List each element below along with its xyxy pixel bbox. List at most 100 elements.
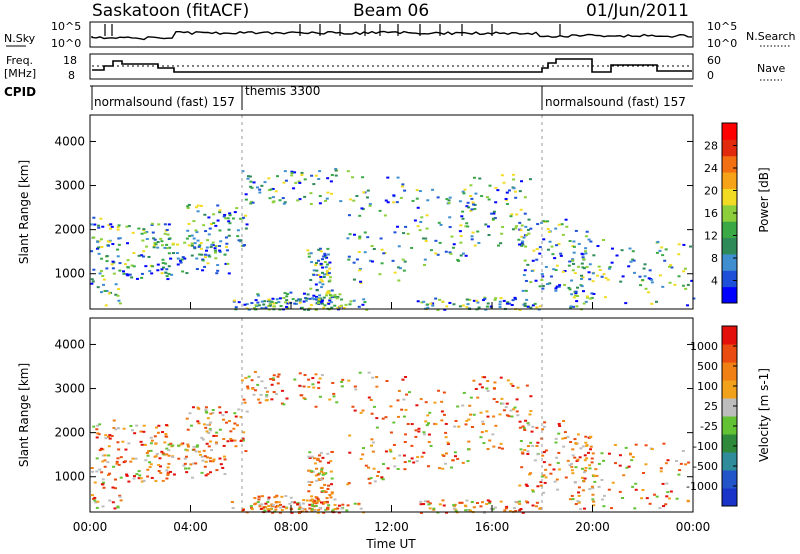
- scatter-cell: [512, 187, 516, 190]
- scatter-cell: [214, 249, 218, 252]
- scatter-cell: [519, 229, 523, 232]
- scatter-cell: [275, 495, 279, 498]
- scatter-cell: [571, 454, 575, 457]
- scatter-cell: [452, 243, 456, 246]
- scatter-cell: [306, 293, 310, 296]
- scatter-cell: [154, 455, 158, 458]
- scatter-cell: [630, 459, 634, 462]
- scatter-cell: [451, 246, 455, 249]
- scatter-cell: [540, 279, 544, 282]
- scatter-cell: [352, 299, 356, 302]
- scatter-cell: [334, 174, 338, 177]
- scatter-cell: [415, 197, 419, 200]
- scatter-cell: [272, 305, 276, 308]
- scatter-cell: [116, 294, 120, 297]
- scatter-cell: [264, 502, 268, 505]
- scatter-cell: [166, 471, 170, 474]
- scatter-cell: [467, 440, 471, 443]
- scatter-cell: [274, 505, 278, 508]
- scatter-cell: [469, 209, 473, 212]
- scatter-cell: [661, 254, 665, 257]
- scatter-cell: [475, 299, 479, 302]
- scatter-cell: [117, 463, 121, 466]
- scatter-cell: [473, 244, 477, 247]
- scatter-cell: [272, 374, 276, 377]
- scatter-cell: [419, 398, 423, 401]
- scatter-cell: [118, 494, 122, 497]
- scatter-cell: [643, 275, 647, 278]
- scatter-cell: [424, 420, 428, 423]
- scatter-cell: [101, 505, 105, 508]
- scatter-cell: [233, 211, 237, 214]
- scatter-cell: [492, 210, 496, 213]
- scatter-cell: [241, 170, 245, 173]
- scatter-cell: [90, 467, 94, 470]
- scatter-cell: [179, 443, 183, 446]
- scatter-cell: [403, 433, 407, 436]
- scatter-cell: [310, 174, 314, 177]
- scatter-cell: [323, 254, 327, 257]
- scatter-cell: [563, 431, 567, 434]
- scatter-cell: [97, 252, 101, 255]
- scatter-cell: [566, 435, 570, 438]
- scatter-cell: [176, 243, 180, 246]
- scatter-cell: [95, 470, 99, 473]
- scatter-cell: [508, 302, 512, 305]
- scatter-cell: [145, 237, 149, 240]
- scatter-cell: [346, 483, 350, 486]
- scatter-cell: [538, 252, 542, 255]
- scatter-cell: [563, 437, 567, 440]
- scatter-cell: [290, 501, 294, 504]
- scatter-cell: [279, 305, 283, 308]
- scatter-cell: [574, 294, 578, 297]
- scatter-cell: [655, 495, 659, 498]
- scatter-cell: [486, 225, 490, 228]
- scatter-cell: [314, 283, 318, 286]
- scatter-cell: [425, 424, 429, 427]
- scatter-cell: [472, 506, 476, 509]
- scatter-cell: [656, 240, 660, 243]
- scatter-cell: [358, 214, 362, 217]
- scatter-cell: [164, 271, 168, 274]
- scatter-cell: [384, 199, 388, 202]
- scatter-cell: [383, 214, 387, 217]
- scatter-cell: [644, 287, 648, 290]
- scatter-cell: [363, 251, 367, 254]
- scatter-cell: [428, 411, 432, 414]
- scatter-cell: [526, 305, 530, 308]
- scatter-cell: [524, 289, 528, 292]
- scatter-cell: [334, 167, 338, 170]
- scatter-cell: [322, 472, 326, 475]
- scatter-cell: [306, 308, 310, 311]
- scatter-cell: [202, 224, 206, 227]
- scatter-cell: [477, 306, 481, 309]
- scatter-cell: [590, 296, 594, 299]
- scatter-cell: [147, 450, 151, 453]
- scatter-cell: [477, 241, 481, 244]
- scatter-cell: [644, 444, 648, 447]
- scatter-cell: [461, 252, 465, 255]
- scatter-cell: [510, 303, 514, 306]
- scatter-cell: [668, 281, 672, 284]
- scatter-cell: [310, 495, 314, 498]
- scatter-cell: [206, 239, 210, 242]
- scatter-cell: [340, 385, 344, 388]
- scatter-cell: [282, 403, 286, 406]
- scatter-cell: [473, 207, 477, 210]
- scatter-cell: [256, 293, 260, 296]
- scatter-cell: [318, 377, 322, 380]
- scatter-cell: [91, 470, 95, 473]
- scatter-cell: [249, 180, 253, 183]
- scatter-cell: [154, 243, 158, 246]
- scatter-cell: [95, 428, 99, 431]
- scatter-cell: [245, 410, 249, 413]
- scatter-cell: [296, 503, 300, 506]
- x-tick-label: 20:00: [575, 520, 610, 534]
- scatter-cell: [210, 449, 214, 452]
- scatter-cell: [314, 373, 318, 376]
- scatter-cell: [269, 188, 273, 191]
- scatter-cell: [577, 486, 581, 489]
- scatter-cell: [148, 466, 152, 469]
- scatter-cell: [260, 300, 264, 303]
